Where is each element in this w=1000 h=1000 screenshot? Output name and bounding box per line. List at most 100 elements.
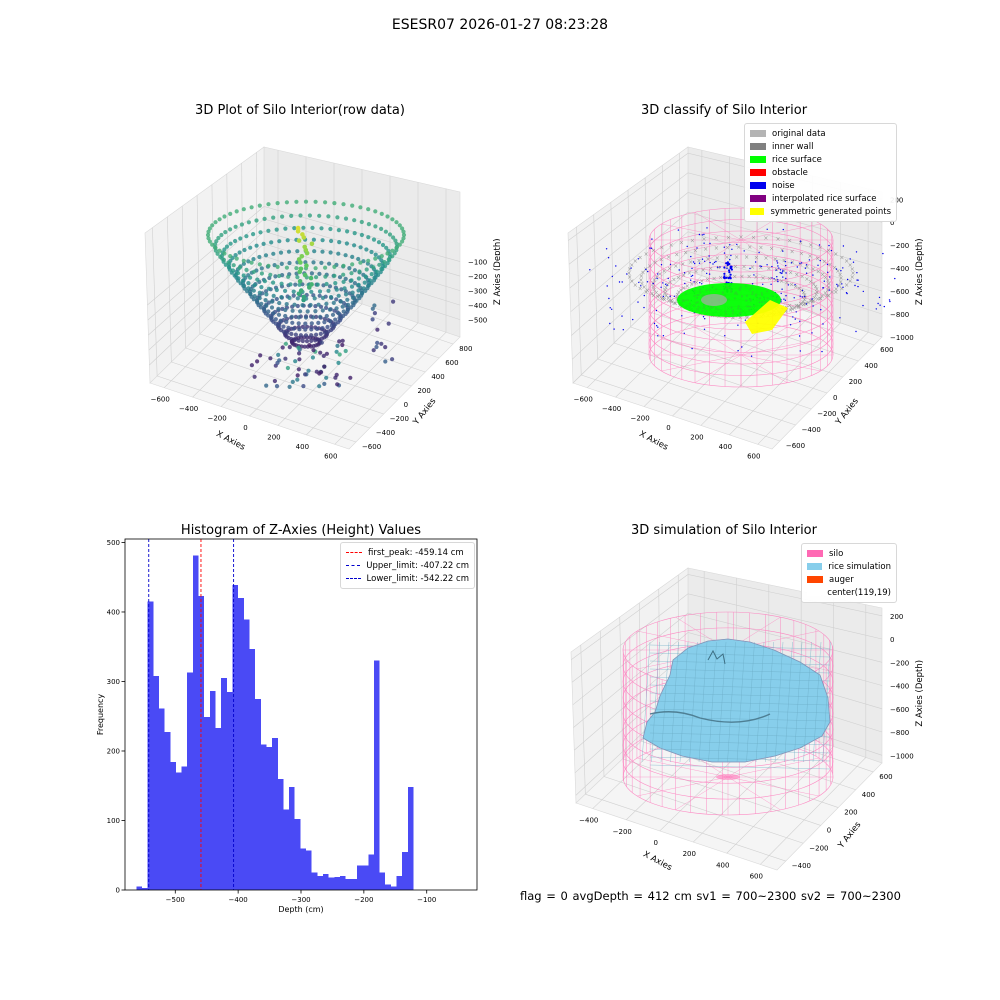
plot4-simulation3d: −400 −200 0 200 400 600 −400 −200 0 200 400 600 200 0… — [570, 567, 925, 880]
plot2-original-point: × — [708, 266, 713, 273]
plot1-data-point — [277, 323, 282, 328]
plot2-silo-spoke — [694, 239, 742, 268]
plot2-original-point: × — [850, 266, 855, 273]
plot2-noise-point — [678, 269, 680, 271]
plot1-data-point — [379, 266, 384, 271]
plot1-data-point — [222, 251, 227, 256]
plot1-data-point — [276, 352, 281, 357]
plot2-noise-point — [643, 294, 645, 297]
plot1-data-point — [228, 227, 233, 232]
plot1-data-point — [332, 201, 337, 206]
plot1-data-point — [344, 241, 349, 246]
plot1-peak-point — [302, 272, 308, 278]
plot1-data-point — [358, 260, 363, 265]
plot2-noise-point — [766, 228, 768, 230]
plot1-data-point — [288, 282, 293, 287]
plot2-original-point: × — [653, 260, 658, 267]
plot2-rice-point — [759, 297, 762, 300]
plot4-x-tick-label: −200 — [613, 828, 632, 836]
plot2-original-point: × — [834, 286, 839, 293]
plot1-data-point — [263, 253, 269, 258]
plot1-data-point — [280, 214, 285, 219]
x-tick-label: −200 — [354, 896, 373, 904]
plot1-data-point — [275, 264, 280, 269]
plot1-data-point — [303, 321, 308, 326]
plot2-noise-point — [609, 322, 611, 325]
plot2-original-point: × — [818, 295, 823, 302]
plot1-data-point — [230, 268, 236, 273]
plot2-original-point: × — [640, 270, 645, 277]
plot1-data-point — [311, 260, 316, 265]
plot1-data-point — [343, 216, 349, 221]
plot1-data-point — [248, 275, 253, 280]
plot1-data-point — [274, 384, 280, 389]
legend-item: symmetric generated points — [750, 205, 891, 218]
plot1-data-point — [294, 266, 299, 271]
plot2-noise-point — [709, 242, 711, 245]
plot1-data-point — [400, 226, 405, 231]
plot2-noise-point — [776, 262, 779, 264]
y-tick-label: 200 — [107, 747, 120, 755]
plot1-data-point — [320, 238, 325, 243]
plot2-noise-point — [737, 350, 739, 352]
plot4-y-tick-label: −200 — [809, 844, 828, 852]
plot2-noise-point — [777, 280, 779, 283]
plot2-noise-point — [690, 279, 692, 281]
status-line: flag = 0 avgDepth = 412 cm sv1 = 700~230… — [520, 889, 901, 903]
legend-label: original data — [772, 128, 826, 139]
legend-item: Upper_limit: -407.22 cm — [346, 559, 469, 572]
plot1-data-point — [385, 261, 390, 266]
plot2-original-point: × — [652, 277, 657, 284]
plot1-data-point — [257, 262, 262, 267]
plot2-original-point: × — [644, 289, 649, 296]
legend-item: center(119,19) — [807, 586, 891, 599]
plot1-gridline — [167, 216, 172, 363]
plot4-x-axis-label: X Axies — [641, 850, 674, 874]
plot2-noise-point — [637, 258, 639, 260]
plot1-data-point — [326, 214, 331, 219]
plot2-noise-point — [775, 269, 777, 271]
plot2-original-point: × — [673, 263, 678, 270]
plot2-noise-point — [651, 238, 653, 240]
plot2-original-point: × — [787, 238, 792, 245]
plot1-data-point — [383, 359, 388, 364]
plot2-noise-point — [759, 265, 761, 267]
plot2-original-point: × — [693, 268, 698, 275]
plot2-noise-point — [607, 257, 610, 259]
plot2-noise-point — [857, 279, 859, 281]
plot1-gridline — [199, 333, 398, 401]
plot2-original-point: × — [701, 236, 706, 243]
plot1-data-point — [297, 357, 302, 362]
plot1-data-point — [369, 272, 374, 277]
legend-line-swatch — [346, 578, 361, 579]
plot1-data-point — [269, 305, 275, 310]
histogram-bar — [238, 598, 244, 890]
plot1-gridline — [306, 322, 419, 436]
plot1-data-point — [375, 340, 380, 345]
plot1-data-point — [309, 338, 314, 343]
silo-overlay — [642, 638, 831, 763]
plot2-original-point: × — [716, 265, 721, 272]
plot1-data-point — [318, 314, 323, 319]
plot2-y-tick-label: −600 — [786, 442, 805, 450]
plot1-data-point — [233, 224, 238, 229]
plot2-rice-point — [749, 305, 752, 308]
plot2-noise-point — [790, 262, 793, 264]
plot2-noise-point — [728, 271, 731, 274]
plot2-original-point: × — [693, 248, 698, 255]
plot2-original-point: × — [789, 305, 794, 312]
plot1-data-point — [372, 311, 377, 316]
plot2-original-point: × — [666, 254, 671, 261]
plot1-data-point — [350, 290, 355, 295]
plot2-rice-point — [761, 301, 764, 303]
plot2-noise-point — [606, 285, 608, 287]
plot1-data-point — [213, 220, 218, 225]
plot2-original-point: × — [651, 283, 656, 290]
legend-swatch — [807, 563, 823, 570]
plot2-noise-point — [725, 276, 728, 279]
plot2-rice-point — [697, 305, 700, 308]
plot2-original-point: × — [676, 289, 681, 296]
plot2-original-point: × — [799, 301, 804, 308]
plot2-gridline — [581, 374, 780, 442]
plot1-y-tick-label: −600 — [362, 443, 381, 451]
